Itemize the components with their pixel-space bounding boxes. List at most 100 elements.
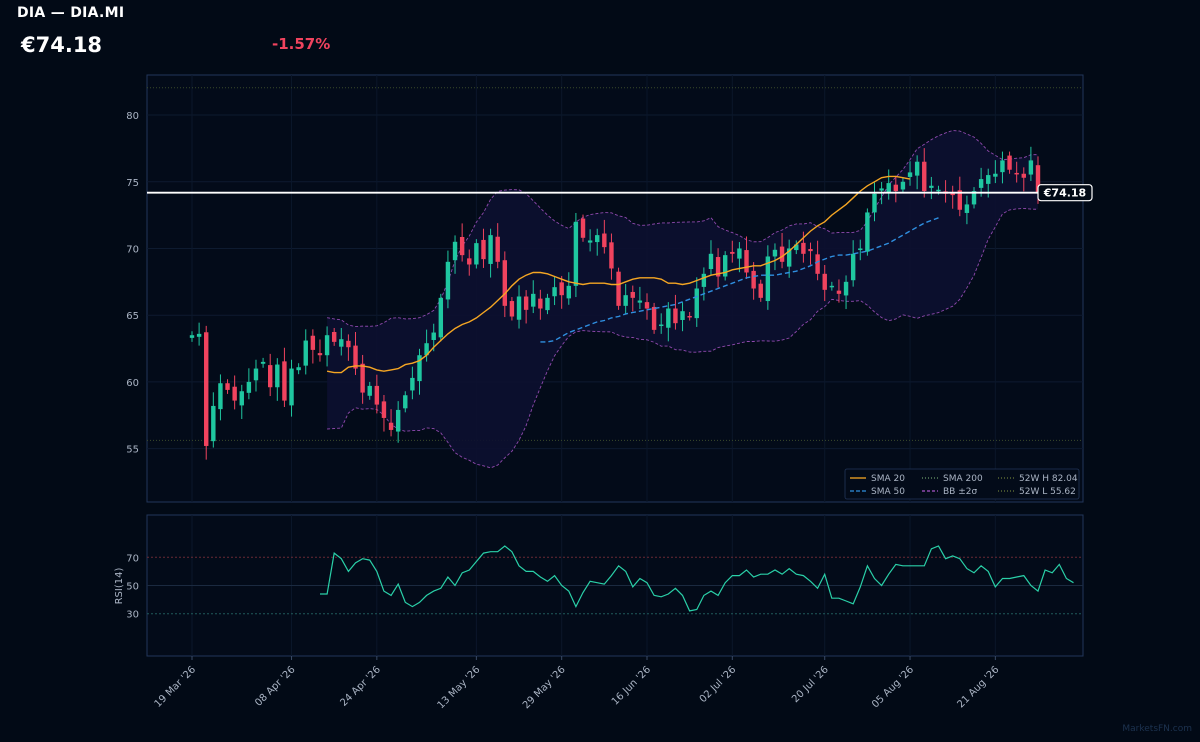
candle-body [580, 218, 586, 238]
candle [957, 176, 963, 217]
candle-body [395, 409, 401, 432]
candle [637, 286, 643, 310]
candle [737, 242, 742, 273]
candle [829, 281, 835, 291]
candle-body [1028, 160, 1034, 175]
last-price-tag [1037, 184, 1093, 202]
candle-body [744, 250, 749, 273]
candle-body [900, 181, 906, 190]
candle [715, 248, 721, 288]
candle [552, 275, 557, 306]
bollinger-lower [327, 207, 1039, 469]
candle-body [666, 308, 671, 328]
candle-body [815, 254, 820, 274]
candle [516, 285, 522, 329]
bollinger-fill [327, 130, 1039, 468]
watermark: MarketsFN.com [1122, 724, 1192, 734]
candle [865, 208, 870, 256]
candle-body [196, 333, 202, 337]
candle-body [808, 249, 813, 252]
candle [545, 293, 550, 315]
candle-body [381, 401, 387, 418]
candle [680, 302, 685, 332]
candle [765, 245, 771, 310]
y-tick-label: 70 [126, 244, 139, 255]
candle-body [929, 185, 934, 188]
rsi-line [320, 545, 1074, 612]
legend-box [844, 468, 1080, 500]
candle-body [296, 367, 301, 371]
legend-label-sma20: SMA 20 [871, 474, 905, 484]
candle [196, 322, 202, 346]
candle [609, 233, 614, 280]
candle-body [879, 188, 884, 191]
candle-body [993, 173, 998, 177]
candle-body [275, 364, 280, 388]
candle-body [694, 288, 699, 319]
candle [331, 327, 337, 346]
y-tick-label: 80 [126, 111, 139, 122]
x-tick-label: 02 Jul '26 [698, 664, 739, 705]
candle-body [481, 239, 486, 260]
candle [872, 182, 877, 222]
candle [758, 279, 763, 302]
candle-body [1021, 173, 1026, 178]
candle [282, 347, 287, 407]
candle-body [858, 248, 863, 250]
candle [445, 250, 451, 309]
candle-body [339, 339, 344, 347]
candle [751, 262, 756, 300]
candle-body [971, 191, 977, 205]
candle [666, 302, 671, 342]
x-tick-label: 19 Mar '26 [153, 664, 199, 710]
candle-body [573, 221, 579, 286]
candle-body [957, 190, 963, 210]
candle-body [722, 255, 728, 277]
candle-body [843, 281, 849, 296]
candle-body [765, 256, 771, 302]
candle [211, 392, 216, 448]
candle-body [673, 308, 678, 324]
legend-label-high52: 52W H 82.04 [1019, 474, 1078, 484]
candle-body [708, 253, 714, 270]
candle [922, 148, 927, 198]
candle [403, 391, 408, 413]
candle [218, 374, 223, 421]
candle [538, 289, 543, 320]
candle-body [367, 385, 372, 396]
candle [914, 155, 920, 190]
candle-body [417, 355, 422, 382]
candle [381, 394, 387, 432]
candle-body [893, 184, 899, 192]
candle-body [872, 193, 877, 213]
candle [267, 353, 273, 397]
candle-body [189, 335, 195, 338]
candle-body [310, 335, 316, 350]
candle [459, 223, 465, 262]
candle [374, 374, 380, 414]
candle-body [523, 296, 529, 310]
candle [310, 329, 316, 364]
candle-body [289, 368, 294, 406]
candle [772, 243, 778, 271]
x-tick-label: 16 Jun '26 [610, 664, 653, 707]
candle [708, 240, 714, 276]
candle [1028, 146, 1034, 181]
candle [239, 384, 244, 420]
candle-body [353, 345, 358, 369]
last-price-label: €74.18 [1043, 187, 1086, 200]
candle [850, 240, 856, 287]
candle-body [651, 306, 657, 330]
candle-body [616, 271, 621, 306]
candle-body [282, 361, 287, 401]
candle [730, 240, 735, 263]
candle-body [331, 332, 337, 342]
candle [488, 228, 493, 278]
sma50-line [540, 217, 939, 343]
candle-body [978, 179, 984, 188]
candle [801, 231, 806, 263]
candle-body [687, 315, 692, 318]
candle [481, 228, 486, 268]
candle [595, 228, 600, 256]
